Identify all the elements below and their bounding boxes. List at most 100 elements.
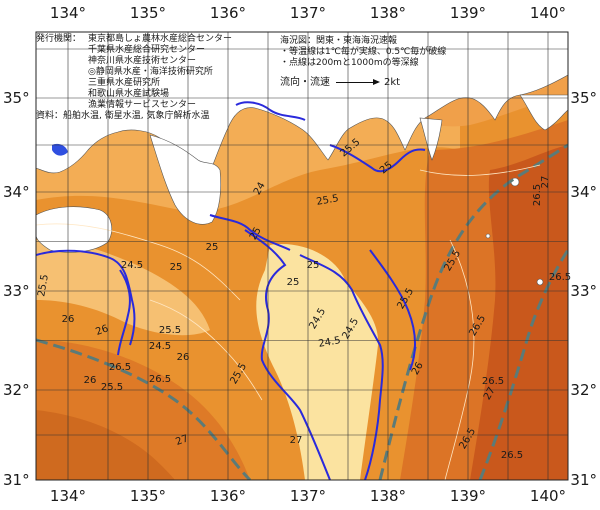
lon-label-bottom: 139° xyxy=(450,487,486,505)
contour-label: 26.5 xyxy=(149,374,171,385)
inlet-west xyxy=(52,143,68,156)
contour-label: 26 xyxy=(84,375,97,386)
contour-label: 25 xyxy=(307,260,320,271)
grid-lines xyxy=(36,32,568,480)
lat-label-left: 31° xyxy=(3,471,30,489)
contour-label: 27 xyxy=(540,176,551,189)
contour-label: 25 xyxy=(287,277,300,288)
isotherm-f xyxy=(235,101,306,121)
isotherm-e xyxy=(329,144,426,173)
contour-label: 26.5 xyxy=(501,450,523,461)
lon-label-top: 135° xyxy=(130,4,166,22)
lon-label-bottom: 134° xyxy=(50,487,86,505)
publisher-org-6: 和歌山県水産試験場 xyxy=(88,89,170,99)
contour-label: 27 xyxy=(290,435,303,446)
contour-label: 25.5 xyxy=(101,382,123,393)
contour-label: 26.5 xyxy=(109,362,131,373)
publisher-org-1: 東京都島しょ農林水産総合センター xyxy=(88,34,233,44)
isotherm-c xyxy=(299,254,384,480)
lon-label-bottom: 136° xyxy=(210,487,246,505)
land-boso xyxy=(519,94,568,131)
lon-label-top: 137° xyxy=(290,4,326,22)
thin-contour-d xyxy=(149,299,263,401)
lat-label-right: 34° xyxy=(570,183,597,201)
lat-label-right: 31° xyxy=(570,471,597,489)
flow-value: 2kt xyxy=(384,77,401,88)
lon-label-bottom: 138° xyxy=(370,487,406,505)
lon-label-top: 136° xyxy=(210,4,246,22)
island-c xyxy=(485,233,491,239)
source-text: 船舶水温, 衛星水温, 気象庁解析水温 xyxy=(63,111,210,121)
lat-label-left: 34° xyxy=(3,183,30,201)
contour-label: 25 xyxy=(206,242,219,253)
contour-label: 24.5 xyxy=(121,260,143,271)
isotherm-a xyxy=(36,249,136,346)
contour-label: 25.5 xyxy=(159,325,181,336)
contour-label: 27 xyxy=(174,433,190,448)
contour-label: 24.5 xyxy=(318,335,342,350)
isotherm-g xyxy=(117,269,131,356)
legend-title: 海況図：関東・東海海況速報 xyxy=(280,36,398,46)
publisher-org-7: 漁業情報サービスセンター xyxy=(88,100,197,110)
axis-labels: 134° 134° 135° 135° 136° 136° 137° 137° 138° 138°… xyxy=(3,4,597,505)
sea-zone-southwest-hot xyxy=(36,410,175,480)
contour-label: 26 xyxy=(177,352,190,363)
source-label: 資料： xyxy=(36,111,64,121)
contour-label: 26.5 xyxy=(482,376,504,387)
contour-label: 26.5 xyxy=(532,184,543,206)
lon-label-top: 134° xyxy=(50,4,86,22)
publisher-org-5: 三重県水産研究所 xyxy=(88,78,161,88)
lon-label-bottom: 140° xyxy=(530,487,566,505)
contour-label: 25.5 xyxy=(36,274,51,298)
sea-zone-west xyxy=(36,239,210,336)
lat-label-right: 33° xyxy=(570,282,597,300)
map-border xyxy=(35,31,569,481)
kuroshio-path-east-outer xyxy=(478,249,568,480)
lat-label-right: 32° xyxy=(570,381,597,399)
contour-label: 25.5 xyxy=(316,193,340,208)
island-b xyxy=(536,278,544,286)
map-frame-content xyxy=(36,32,568,480)
flow-arrow-icon xyxy=(336,79,380,85)
publisher-panel: 発行機関： 東京都島しょ農林水産総合センター 千葉県水産総合研究センター 神奈川… xyxy=(36,34,276,122)
sea-zone-east-hot xyxy=(470,145,568,480)
sea-zone-cool-tongue xyxy=(256,244,379,480)
lon-label-top: 139° xyxy=(450,4,486,22)
lat-label-right: 35° xyxy=(570,89,597,107)
contour-label: 25 xyxy=(170,262,183,273)
legend-line-1: ・等温線は1℃毎が実線、0.5℃毎が破線 xyxy=(280,47,447,57)
isotherm-h xyxy=(369,249,416,371)
contour-label: 26 xyxy=(62,314,75,325)
lon-label-bottom: 137° xyxy=(290,487,326,505)
publisher-label: 発行機関： xyxy=(36,34,82,44)
land-shikoku xyxy=(36,206,113,253)
flow-legend: 流向・流速 2kt xyxy=(280,77,430,88)
lon-label-bottom: 135° xyxy=(130,487,166,505)
lat-label-left: 35° xyxy=(3,89,30,107)
contour-label: 26.5 xyxy=(549,272,571,283)
land-izu xyxy=(419,117,443,161)
contour-label: 26 xyxy=(94,323,110,338)
legend-panel: 海況図：関東・東海海況速報 ・等温線は1℃毎が実線、0.5℃毎が破線 ・点線は2… xyxy=(280,36,447,88)
thin-contour-a xyxy=(36,223,241,301)
publisher-org-4: ◎静岡県水産・海洋技術研究所 xyxy=(88,67,213,77)
thin-contour-c xyxy=(444,239,475,480)
land-kii-peninsula xyxy=(149,134,222,225)
isotherm-d xyxy=(209,214,291,251)
lon-label-top: 138° xyxy=(370,4,406,22)
contour-label: 24.5 xyxy=(149,341,171,352)
lat-label-left: 33° xyxy=(3,282,30,300)
lon-label-top: 140° xyxy=(530,4,566,22)
lat-label-left: 32° xyxy=(3,381,30,399)
publisher-org-3: 神奈川県水産技術センター xyxy=(88,56,197,66)
kuroshio-path-east xyxy=(378,143,568,480)
thin-contour-b xyxy=(419,164,541,176)
legend-line-2: ・点線は200mと1000mの等深線 xyxy=(280,58,419,68)
land-honshu xyxy=(36,32,568,178)
kuroshio-path-west xyxy=(36,338,252,480)
isotherm-b xyxy=(244,229,331,480)
publisher-org-2: 千葉県水産総合研究センター xyxy=(88,45,206,55)
flow-label: 流向・流速 xyxy=(280,77,330,88)
